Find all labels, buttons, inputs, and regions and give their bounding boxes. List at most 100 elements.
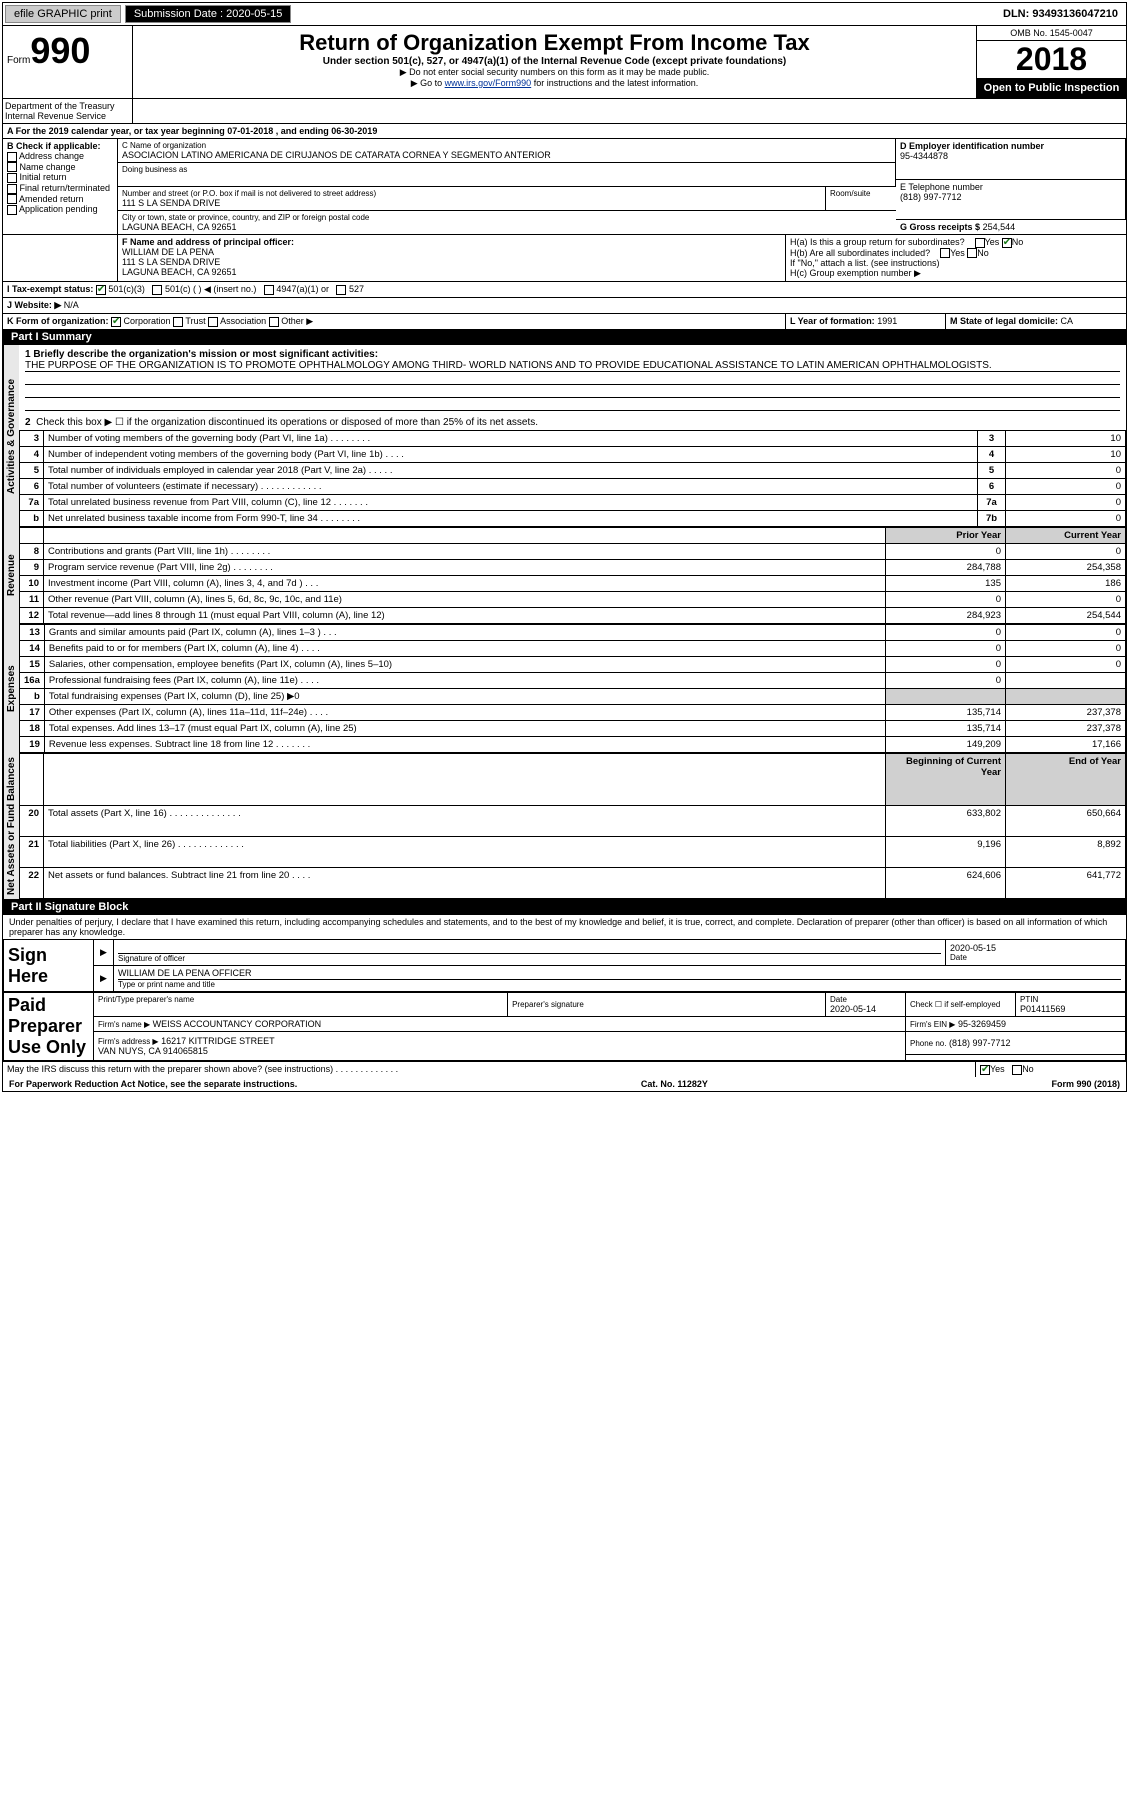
- h-b-note: If "No," attach a list. (see instruction…: [790, 258, 1122, 268]
- ptin: P01411569: [1020, 1004, 1121, 1014]
- prior-val: 284,923: [886, 608, 1006, 624]
- irs-link[interactable]: www.irs.gov/Form990: [445, 78, 532, 88]
- date-label: Date: [950, 953, 1121, 962]
- prior-val: 0: [886, 657, 1006, 673]
- check-ha-yes[interactable]: [975, 238, 985, 248]
- check-amended[interactable]: [7, 194, 17, 204]
- box-e-label: E Telephone number: [900, 182, 1121, 192]
- current-val: 237,378: [1006, 721, 1126, 737]
- prior-val: 149,209: [886, 737, 1006, 753]
- prior-val: 135: [886, 576, 1006, 592]
- firm-city: VAN NUYS, CA 914065815: [98, 1046, 208, 1056]
- check-final-return[interactable]: [7, 184, 17, 194]
- check-name-change[interactable]: [7, 162, 17, 172]
- box-f: F Name and address of principal officer:…: [118, 235, 786, 281]
- box-d-label: D Employer identification number: [900, 141, 1121, 151]
- line-val: 0: [1006, 479, 1126, 495]
- check-501c3[interactable]: [96, 285, 106, 295]
- firm-name-label: Firm's name ▶: [98, 1020, 150, 1029]
- governance-table: 3 Number of voting members of the govern…: [19, 430, 1126, 527]
- check-4947[interactable]: [264, 285, 274, 295]
- state-domicile: CA: [1061, 316, 1074, 326]
- check-assoc[interactable]: [208, 317, 218, 327]
- line-box: 4: [978, 447, 1006, 463]
- line-num: 9: [20, 560, 44, 576]
- part1-netassets: Net Assets or Fund Balances Beginning of…: [3, 753, 1126, 899]
- paperwork-notice: For Paperwork Reduction Act Notice, see …: [9, 1079, 297, 1089]
- opt-other: Other ▶: [281, 316, 313, 326]
- line-num: 20: [20, 806, 44, 837]
- officer-addr1: 111 S LA SENDA DRIVE: [122, 257, 781, 267]
- line-num: 17: [20, 705, 45, 721]
- line-num: 22: [20, 868, 44, 899]
- check-trust[interactable]: [173, 317, 183, 327]
- firm-ein: 95-3269459: [958, 1019, 1006, 1029]
- check-hb-no[interactable]: [967, 248, 977, 258]
- opt-4947: 4947(a)(1) or: [276, 284, 329, 294]
- line-num: 3: [20, 431, 44, 447]
- efile-print-button[interactable]: efile GRAPHIC print: [5, 5, 121, 23]
- sign-here-block: Sign Here ▶ Signature of officer 2020-05…: [3, 939, 1126, 992]
- check-501c[interactable]: [152, 285, 162, 295]
- check-app-pending[interactable]: [7, 205, 17, 215]
- opt-amended: Amended return: [19, 194, 84, 204]
- col-hdr: End of Year: [1006, 754, 1126, 806]
- check-ha-no[interactable]: [1002, 238, 1012, 248]
- form-ref: Form 990 (2018): [1051, 1079, 1120, 1089]
- klm-row: K Form of organization: Corporation Trus…: [3, 313, 1126, 329]
- entity-block: B Check if applicable: Address change Na…: [3, 138, 1126, 234]
- part1-expenses: Expenses 13 Grants and similar amounts p…: [3, 624, 1126, 753]
- check-discuss-yes[interactable]: [980, 1065, 990, 1075]
- check-hb-yes[interactable]: [940, 248, 950, 258]
- form-word: Form: [7, 55, 30, 66]
- line-desc: Net unrelated business taxable income fr…: [44, 511, 978, 527]
- opt-corp: Corporation: [124, 316, 171, 326]
- officer-addr2: LAGUNA BEACH, CA 92651: [122, 267, 781, 277]
- governance-label: Activities & Governance: [3, 345, 19, 527]
- check-discuss-no[interactable]: [1012, 1065, 1022, 1075]
- discuss-label: May the IRS discuss this return with the…: [7, 1064, 398, 1074]
- box-i-label: I Tax-exempt status:: [7, 284, 93, 294]
- line-desc: Program service revenue (Part VIII, line…: [44, 560, 886, 576]
- prior-val: 0: [886, 625, 1006, 641]
- line-val: 0: [1006, 511, 1126, 527]
- opt-final-return: Final return/terminated: [20, 183, 111, 193]
- prior-val: 135,714: [886, 705, 1006, 721]
- submission-date-button[interactable]: Submission Date : 2020-05-15: [125, 5, 292, 23]
- officer-name: WILLIAM DE LA PENA: [122, 247, 781, 257]
- current-val: [1006, 689, 1126, 705]
- prep-date-label: Date: [830, 995, 901, 1004]
- line-desc: Other expenses (Part IX, column (A), lin…: [44, 705, 885, 721]
- check-corp[interactable]: [111, 317, 121, 327]
- line-desc: Total liabilities (Part X, line 26) . . …: [44, 837, 886, 868]
- sig-officer-label: Signature of officer: [118, 954, 941, 963]
- line-num: 18: [20, 721, 45, 737]
- line-num: 11: [20, 592, 44, 608]
- check-527[interactable]: [336, 285, 346, 295]
- expenses-label: Expenses: [3, 624, 19, 753]
- check-other[interactable]: [269, 317, 279, 327]
- box-l-label: L Year of formation:: [790, 316, 875, 326]
- line-num: b: [20, 511, 44, 527]
- box-b: B Check if applicable: Address change Na…: [3, 139, 118, 234]
- officer-name-label: Type or print name and title: [118, 980, 1121, 989]
- check-address-change[interactable]: [7, 152, 17, 162]
- omb-number: OMB No. 1545-0047: [977, 26, 1126, 41]
- check-self: Check ☐ if self-employed: [910, 1000, 1011, 1009]
- prior-val: 0: [886, 641, 1006, 657]
- prior-val: [886, 689, 1006, 705]
- city-state-zip: LAGUNA BEACH, CA 92651: [122, 222, 892, 232]
- line-num: 12: [20, 608, 44, 624]
- mission-text: THE PURPOSE OF THE ORGANIZATION IS TO PR…: [25, 360, 1120, 371]
- instr-2-post: for instructions and the latest informat…: [531, 78, 698, 88]
- box-j-label: J Website: ▶: [7, 300, 61, 310]
- sign-here-label: Sign Here: [4, 940, 94, 992]
- current-val: 8,892: [1006, 837, 1126, 868]
- line-desc: Total expenses. Add lines 13–17 (must eq…: [44, 721, 885, 737]
- expenses-table: 13 Grants and similar amounts paid (Part…: [19, 624, 1126, 753]
- check-initial-return[interactable]: [7, 173, 17, 183]
- form-header: Form990 Return of Organization Exempt Fr…: [3, 26, 1126, 98]
- prior-val: 284,788: [886, 560, 1006, 576]
- line-num: 21: [20, 837, 44, 868]
- line-desc: Benefits paid to or for members (Part IX…: [44, 641, 885, 657]
